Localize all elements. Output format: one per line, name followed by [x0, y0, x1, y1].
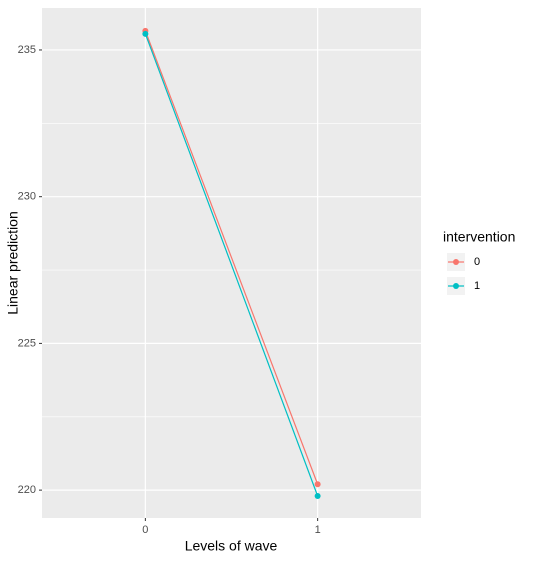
legend-point: [453, 259, 459, 265]
legend-label: 1: [474, 280, 480, 292]
x-tick-label: 0: [142, 524, 148, 536]
marks: [142, 27, 321, 499]
point: [314, 481, 321, 488]
legend-point: [453, 283, 459, 289]
y-axis-label: Linear prediction: [5, 211, 21, 315]
y-tick-label: 220: [18, 484, 36, 496]
panel: [42, 8, 421, 518]
series-line: [144, 33, 319, 497]
y-tick-label: 230: [18, 191, 36, 203]
point: [314, 492, 321, 499]
series-line: [144, 30, 319, 485]
grid: [42, 8, 421, 518]
point: [142, 30, 149, 37]
legend-label: 0: [474, 256, 480, 268]
y-tick-label: 225: [18, 337, 36, 349]
x-axis-label: Levels of wave: [185, 538, 278, 554]
legend-title: intervention: [443, 229, 515, 245]
y-tick-label: 235: [18, 44, 36, 56]
x-tick-label: 1: [315, 524, 321, 536]
